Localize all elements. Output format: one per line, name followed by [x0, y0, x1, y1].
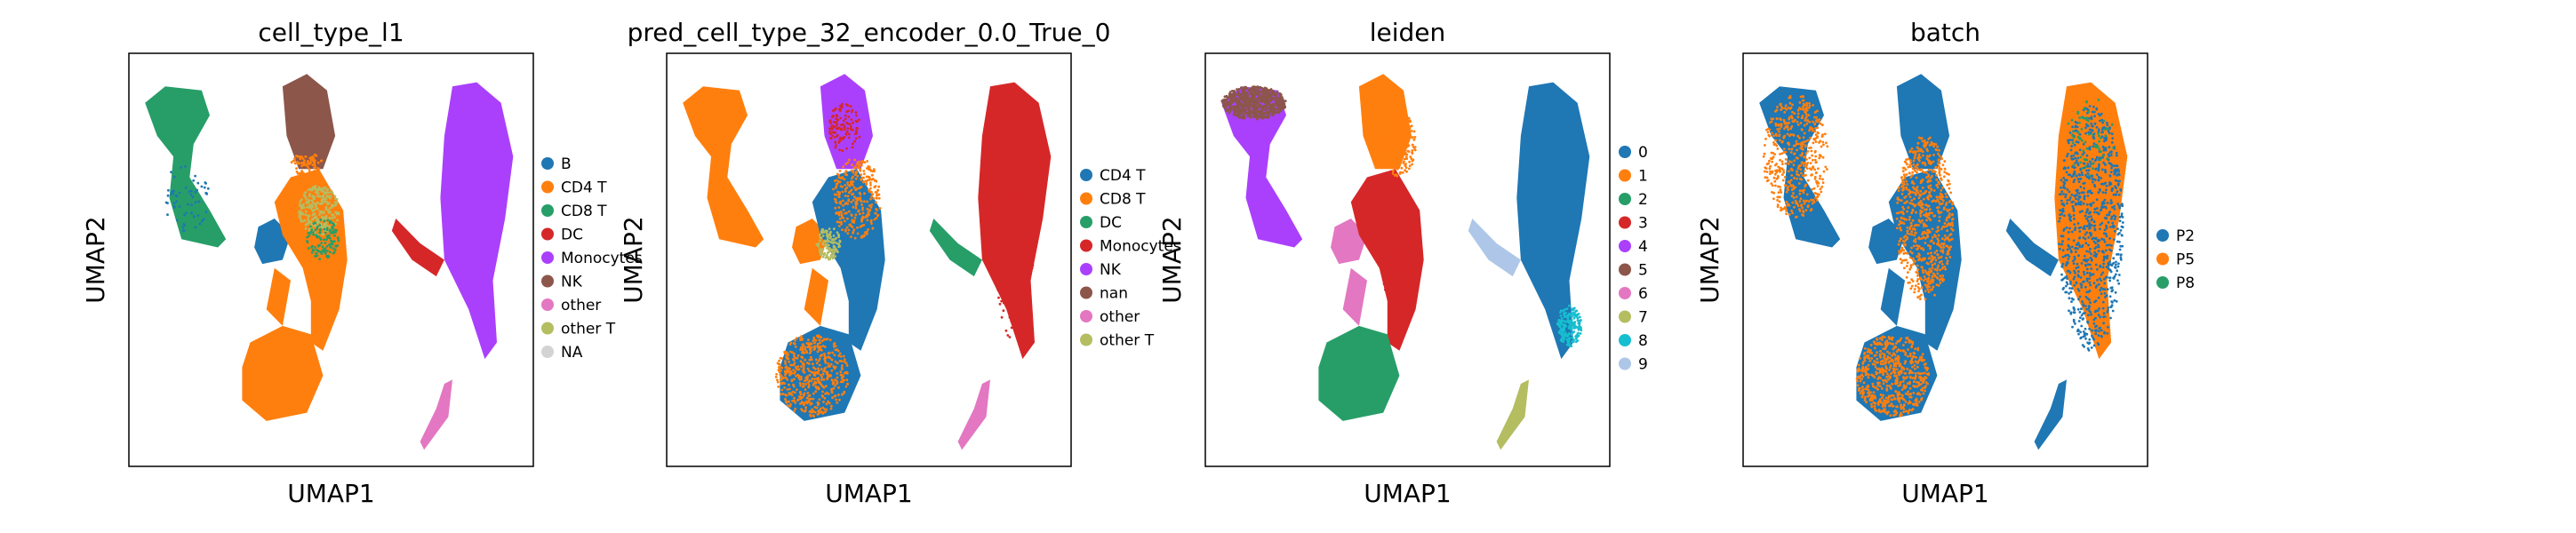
legend-marker [1619, 310, 1631, 323]
y-axis-label-1: UMAP2 [81, 216, 110, 304]
legend-label: P5 [2176, 251, 2195, 269]
chart-title-1: cell_type_l1 [258, 18, 404, 47]
legend-label: other T [561, 321, 616, 338]
legend-marker [1080, 333, 1092, 346]
legend-marker [1080, 216, 1092, 228]
legend-label: 7 [1638, 309, 1648, 327]
legend-label: 2 [1638, 191, 1648, 209]
legend-marker [1619, 334, 1631, 346]
plot-frame-4 [1742, 52, 2148, 467]
legend-marker [2156, 252, 2169, 266]
x-axis-label-2: UMAP1 [825, 479, 913, 508]
legend-label: NK [1100, 261, 1122, 279]
legend-marker [1080, 286, 1092, 299]
legend-label: DC [561, 227, 583, 244]
legend-marker [1080, 310, 1092, 322]
legend-marker [541, 180, 554, 194]
legend-label: 0 [1638, 144, 1648, 162]
legend-label: 4 [1638, 238, 1648, 256]
legend-label: other T [1100, 332, 1155, 350]
legend-label: B [561, 155, 572, 173]
legend-label: CD8 T [1100, 191, 1146, 209]
x-axis-label-3: UMAP1 [1364, 479, 1452, 508]
legend-label: Monocytes [1100, 238, 1181, 256]
legend-marker [541, 204, 554, 217]
plot-frame-3 [1204, 52, 1611, 467]
legend-marker [541, 346, 554, 358]
legend-label: 3 [1638, 215, 1648, 233]
legend-marker [2156, 229, 2169, 242]
legend-label: Monocytes [561, 250, 643, 267]
legend-marker [1619, 193, 1631, 205]
chart-title-2: pred_cell_type_32_encoder_0.0_True_0 [628, 18, 1111, 47]
chart-title-4: batch [1910, 18, 1980, 47]
legend-marker [1080, 263, 1092, 275]
legend-label: other [561, 297, 601, 314]
legend-marker [1080, 192, 1092, 205]
scatter-points-panel-2 [683, 74, 1052, 450]
legend-label: NA [561, 344, 583, 362]
x-axis-label-4: UMAP1 [1901, 479, 1989, 508]
y-axis-label-2: UMAP2 [619, 216, 648, 304]
y-axis-label-4: UMAP2 [1695, 216, 1724, 304]
legend-marker [541, 274, 554, 288]
legend-label: P2 [2176, 227, 2195, 245]
legend-label: 9 [1638, 356, 1648, 374]
legend-marker [1619, 357, 1631, 370]
legend-label: CD4 T [561, 179, 607, 197]
legend-label: P8 [2176, 274, 2195, 292]
legend-marker [1619, 287, 1631, 299]
plot-frame-1 [128, 52, 534, 467]
legend-marker [1619, 169, 1631, 182]
legend-marker [541, 227, 554, 241]
legend-label: DC [1100, 214, 1122, 232]
legend-marker [1619, 240, 1631, 252]
legend-marker [1080, 169, 1092, 181]
scatter-points-panel-1 [145, 74, 514, 450]
legend-label: CD4 T [1100, 167, 1146, 185]
scatter-points-panel-3 [1220, 74, 1590, 450]
legend-label: other [1100, 308, 1140, 326]
x-axis-label-1: UMAP1 [287, 479, 375, 508]
legend-marker [541, 322, 554, 335]
legend-marker [2156, 276, 2169, 289]
legend-marker [541, 298, 554, 311]
legend-label: nan [1100, 285, 1128, 303]
legend-marker [1619, 263, 1631, 276]
legend-marker [541, 157, 554, 170]
plot-frame-2 [666, 52, 1072, 467]
legend-marker [1619, 216, 1631, 229]
legend-label: 6 [1638, 285, 1648, 303]
chart-title-3: leiden [1370, 18, 1446, 47]
legend-label: 1 [1638, 168, 1648, 186]
scatter-points-panel-4 [1759, 74, 2128, 450]
y-axis-label-3: UMAP2 [1157, 216, 1187, 304]
legend-label: 8 [1638, 332, 1648, 350]
legend-label: NK [561, 274, 583, 291]
legend-label: CD8 T [561, 203, 607, 220]
legend-label: 5 [1638, 262, 1648, 280]
legend-marker [1080, 239, 1092, 252]
legend-marker [1619, 146, 1631, 158]
legend-marker [541, 251, 554, 264]
